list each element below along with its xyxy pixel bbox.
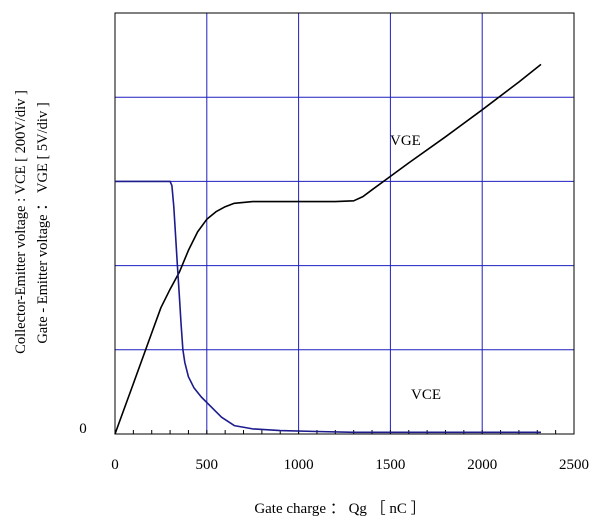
series-line-vce (115, 180, 541, 434)
x-tick-label: 2500 (559, 457, 589, 473)
x-tick-label: 500 (196, 457, 219, 473)
series-line-vge (114, 63, 542, 435)
x-tick-label: 1500 (375, 457, 405, 473)
x-tick-label: 2000 (467, 457, 497, 473)
y-tick-label: 0 (79, 421, 87, 437)
x-tick-label: 1000 (284, 457, 314, 473)
series-lines (114, 63, 542, 435)
gridlines (115, 13, 574, 434)
x-axis-title: Gate charge ： Qg ［ nC ］ (254, 500, 425, 517)
series-label-vce: VCE (411, 387, 441, 403)
y-axis-title-line: Gate - Emitter voltage ： VGE [ 5V/div ] (35, 102, 51, 343)
x-tick-label: 0 (111, 457, 119, 473)
y-axis-title-line: Collector-Emitter voltage : VCE [ 200V/d… (13, 90, 29, 354)
axis-labels: 0 500 1000 1500 2000 2500 0 Gate charge ： Qg ［ … (13, 90, 589, 517)
plot-frame (114, 12, 575, 435)
series-label-vge: VGE (390, 133, 421, 149)
